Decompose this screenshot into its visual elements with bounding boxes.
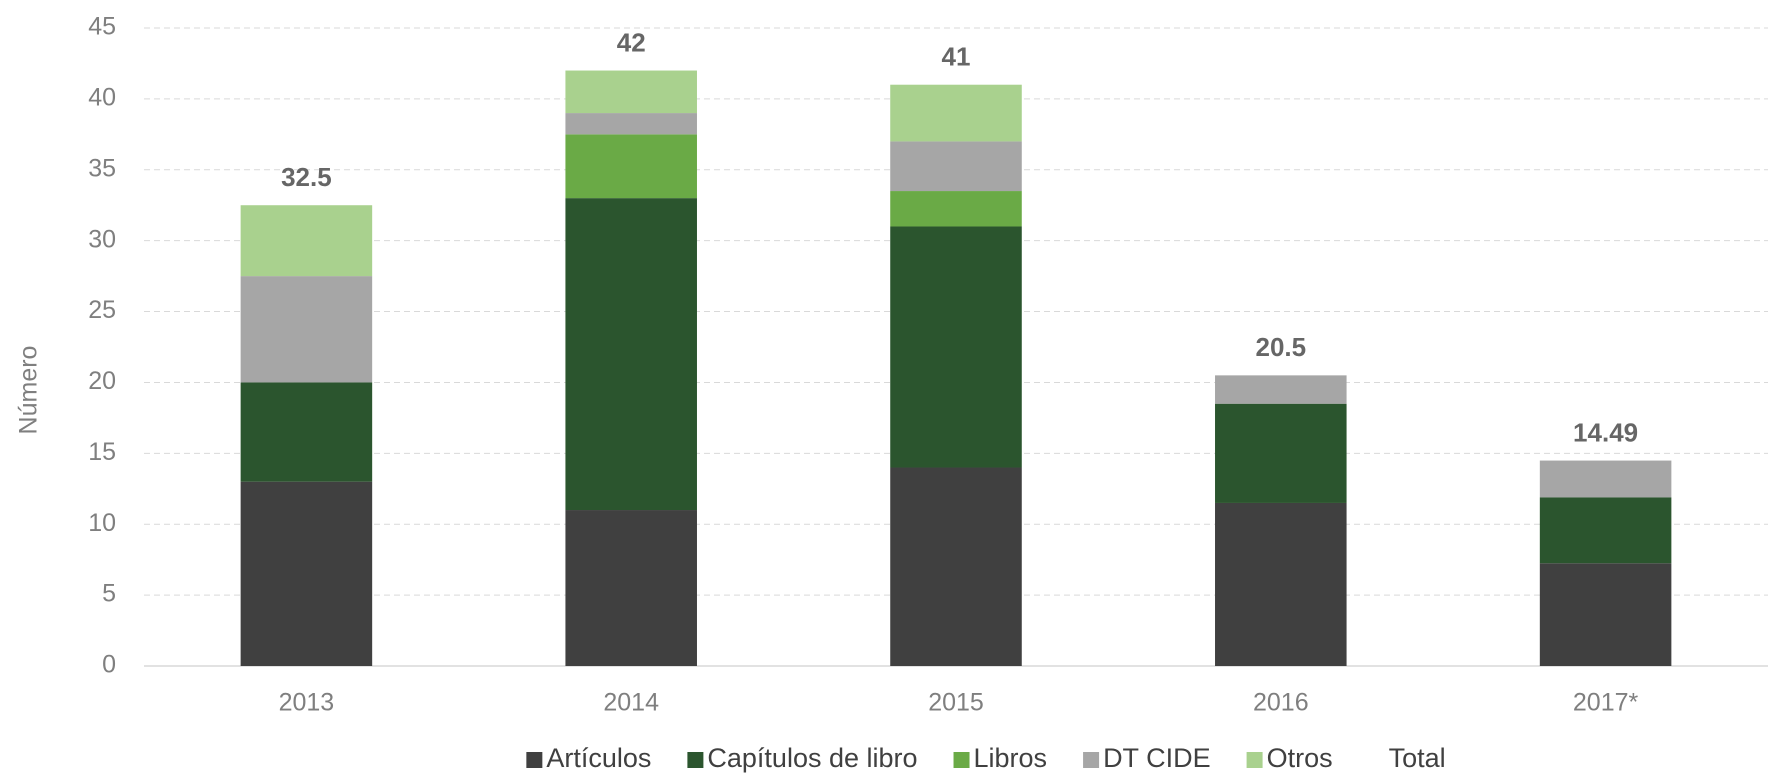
bar-segment	[1539, 460, 1672, 498]
bar-segment	[1215, 502, 1347, 666]
legend-label: Capítulos de libro	[707, 743, 917, 773]
y-tick-label: 25	[88, 296, 116, 324]
legend-label: DT CIDE	[1103, 743, 1211, 773]
y-tick-label: 0	[102, 651, 116, 679]
y-tick-label: 15	[88, 438, 116, 466]
x-tick-label: 2014	[603, 689, 659, 717]
bar-segment	[565, 70, 697, 114]
legend-label: Otros	[1267, 743, 1333, 773]
legend-label: Artículos	[546, 743, 651, 773]
bar-segment	[565, 510, 697, 666]
y-axis-label: Número	[15, 346, 43, 435]
bar-segment	[1539, 497, 1672, 564]
x-tick-label: 2016	[1253, 689, 1309, 717]
bar-segment	[890, 84, 1022, 142]
data-label: 32.5	[281, 162, 332, 192]
bar-segment	[240, 382, 373, 482]
y-tick-label: 40	[88, 83, 116, 111]
legend-marker	[953, 752, 970, 768]
x-tick-label: 2013	[279, 689, 335, 717]
legend-label: Total	[1389, 743, 1446, 773]
data-label: 41	[942, 42, 971, 72]
bar-segment	[240, 481, 373, 666]
x-tick-label: 2017*	[1573, 689, 1639, 717]
legend-label: Libros	[974, 743, 1048, 773]
data-label: 42	[617, 27, 646, 57]
legend-marker	[1246, 752, 1263, 768]
bar-segment	[240, 276, 373, 383]
bar-segment	[890, 226, 1022, 468]
bar-segment	[565, 113, 697, 135]
legend-marker	[687, 752, 704, 768]
y-tick-label: 20	[88, 367, 116, 395]
y-tick-label: 35	[88, 154, 116, 182]
y-tick-label: 45	[88, 13, 116, 41]
bar-segment	[890, 191, 1022, 227]
bar-segment	[240, 205, 373, 277]
bar-segment	[1539, 563, 1672, 666]
y-tick-label: 5	[102, 580, 116, 608]
x-tick-label: 2015	[928, 689, 984, 717]
bar-segment	[890, 141, 1022, 192]
bar-segment	[565, 134, 697, 199]
bar-segment	[1215, 403, 1347, 503]
data-label: 14.49	[1573, 417, 1638, 447]
bar-segment	[1215, 375, 1347, 404]
legend-marker	[1083, 752, 1100, 768]
y-tick-label: 30	[88, 225, 116, 253]
bar-segment	[565, 198, 697, 511]
bar-segment	[890, 467, 1022, 666]
data-label: 20.5	[1255, 332, 1306, 362]
legend-marker	[526, 752, 543, 768]
y-tick-label: 10	[88, 509, 116, 537]
